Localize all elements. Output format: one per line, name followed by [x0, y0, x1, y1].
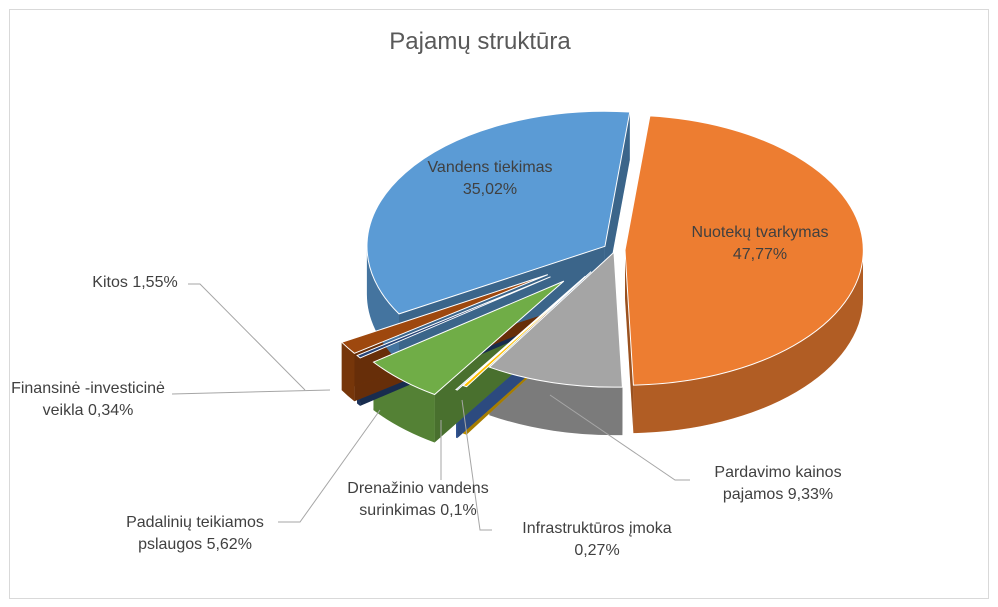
slice	[455, 275, 586, 391]
leader-line	[461, 399, 492, 531]
slice-side-shade	[341, 342, 355, 402]
slice	[372, 280, 565, 396]
slice-cut-shade	[604, 112, 630, 295]
label-name: Padalinių teikiamos pslaugos	[126, 514, 264, 553]
label-name: Drenažinio vandens surinkimas	[347, 480, 489, 519]
data-label: Nuotekų tvarkymas 47,77%	[660, 222, 860, 266]
data-label: Drenažinio vandens surinkimas 0,1%	[333, 478, 503, 522]
label-value: 9,33%	[787, 486, 834, 503]
label-name: Vandens tiekimas	[427, 159, 553, 176]
label-value: 5,62%	[206, 536, 252, 553]
slice	[340, 274, 548, 354]
label-value: 0,34%	[87, 402, 134, 419]
label-name: Pardavimo kainos pajamos	[714, 464, 842, 503]
pie	[340, 110, 864, 443]
label-name: Finansinė -investicinė veikla	[11, 380, 165, 419]
slice-cut	[604, 112, 630, 295]
label-value: 0,27%	[574, 542, 620, 559]
data-label: Vandens tiekimas 35,02%	[390, 157, 590, 201]
data-label: Kitos 1,55%	[55, 272, 215, 294]
slice-side-shade	[633, 250, 863, 434]
slice	[366, 110, 631, 315]
slice-side	[633, 250, 863, 434]
leader-line	[549, 394, 690, 481]
slice-cut	[624, 250, 634, 434]
label-value: 1,55%	[132, 274, 178, 291]
leader-line	[188, 283, 306, 391]
data-label: Infrastruktūros įmoka 0,27%	[492, 518, 702, 562]
slice	[356, 276, 551, 359]
leader-line	[171, 389, 331, 395]
label-value: 0,1%	[440, 502, 477, 519]
slice	[624, 115, 864, 386]
slice-side	[341, 342, 355, 402]
slice-side-shade	[489, 367, 623, 436]
label-value: 35,02%	[462, 181, 518, 198]
slice-side	[489, 367, 623, 436]
slice	[488, 251, 623, 388]
data-label: Pardavimo kainos pajamos 9,33%	[688, 462, 868, 506]
leader-lines	[171, 283, 690, 531]
label-value: 47,77%	[732, 246, 788, 263]
data-label: Finansinė -investicinė veikla 0,34%	[3, 378, 173, 422]
label-name: Kitos	[92, 274, 128, 291]
label-name: Infrastruktūros įmoka	[522, 520, 672, 537]
leader-line	[278, 409, 381, 523]
data-label: Padalinių teikiamos pslaugos 5,62%	[108, 512, 283, 556]
label-name: Nuotekų tvarkymas	[691, 224, 829, 241]
chart-title: Pajamų struktūra	[389, 28, 571, 55]
slice-cut-shade	[624, 250, 634, 434]
